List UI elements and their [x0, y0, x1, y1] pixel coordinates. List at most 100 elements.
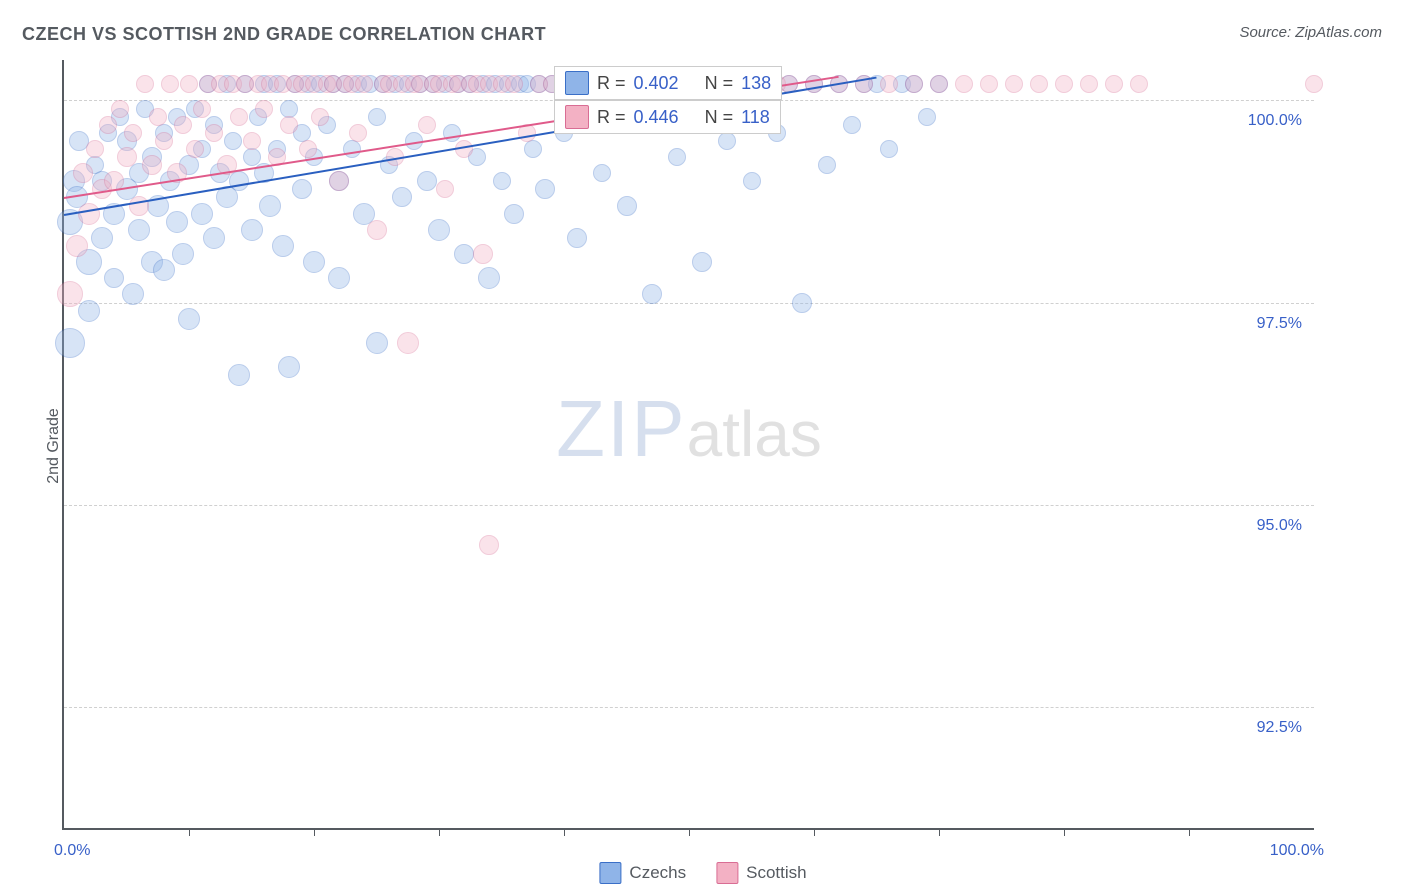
scatter-point	[535, 179, 555, 199]
scatter-point	[122, 283, 144, 305]
stat-swatch	[565, 71, 589, 95]
scatter-point	[668, 148, 686, 166]
stat-n-label: N =	[705, 73, 734, 94]
scatter-point	[78, 203, 100, 225]
scatter-point	[228, 364, 250, 386]
scatter-point	[505, 75, 523, 93]
scatter-point	[243, 132, 261, 150]
scatter-point	[980, 75, 998, 93]
scatter-point	[718, 132, 736, 150]
gridline	[64, 505, 1314, 506]
scatter-point	[368, 108, 386, 126]
x-tick	[564, 828, 565, 836]
stat-n-value: 138	[741, 73, 771, 94]
scatter-point	[397, 332, 419, 354]
legend-label: Czechs	[629, 863, 686, 883]
scatter-point	[504, 204, 524, 224]
scatter-point	[142, 155, 162, 175]
scatter-point	[692, 252, 712, 272]
scatter-point	[792, 293, 812, 313]
x-tick	[939, 828, 940, 836]
scatter-point	[355, 75, 373, 93]
stat-n-value: 118	[741, 107, 770, 128]
scatter-point	[73, 163, 93, 183]
scatter-point	[328, 267, 350, 289]
scatter-point	[153, 259, 175, 281]
scatter-point	[166, 211, 188, 233]
x-tick	[314, 828, 315, 836]
scatter-point	[473, 244, 493, 264]
scatter-point	[366, 332, 388, 354]
scatter-point	[174, 116, 192, 134]
scatter-point	[193, 100, 211, 118]
stat-r-label: R =	[597, 107, 626, 128]
stat-r-label: R =	[597, 73, 626, 94]
scatter-point	[155, 132, 173, 150]
gridline	[64, 303, 1314, 304]
scatter-point	[124, 124, 142, 142]
scatter-point	[172, 243, 194, 265]
stat-r-value: 0.446	[634, 107, 679, 128]
scatter-point	[78, 300, 100, 322]
scatter-point	[136, 75, 154, 93]
scatter-point	[743, 172, 761, 190]
scatter-point	[229, 171, 249, 191]
scatter-point	[311, 108, 329, 126]
scatter-point	[91, 227, 113, 249]
y-tick-label: 95.0%	[1257, 517, 1302, 535]
stat-swatch	[565, 105, 589, 129]
plot-area: ZIPatlas 92.5%95.0%97.5%100.0%0.0%100.0%…	[62, 60, 1314, 830]
x-tick	[814, 828, 815, 836]
scatter-point	[66, 235, 88, 257]
legend-item: Czechs	[599, 862, 686, 884]
scatter-point	[418, 116, 436, 134]
chart-container: CZECH VS SCOTTISH 2ND GRADE CORRELATION …	[0, 0, 1406, 892]
scatter-point	[955, 75, 973, 93]
legend: Czechs Scottish	[599, 862, 806, 884]
watermark-bold: ZIP	[556, 384, 686, 473]
y-tick-label: 92.5%	[1257, 719, 1302, 737]
scatter-point	[149, 108, 167, 126]
scatter-point	[111, 100, 129, 118]
scatter-point	[1055, 75, 1073, 93]
y-tick-label: 97.5%	[1257, 315, 1302, 333]
scatter-point	[57, 281, 83, 307]
scatter-point	[99, 116, 117, 134]
scatter-point	[191, 203, 213, 225]
scatter-point	[178, 308, 200, 330]
scatter-point	[303, 251, 325, 273]
scatter-point	[161, 75, 179, 93]
scatter-point	[86, 140, 104, 158]
scatter-point	[428, 219, 450, 241]
x-tick	[1189, 828, 1190, 836]
scatter-point	[129, 196, 149, 216]
scatter-point	[1080, 75, 1098, 93]
scatter-point	[1030, 75, 1048, 93]
scatter-point	[117, 147, 137, 167]
y-axis-label: 2nd Grade	[45, 408, 63, 484]
scatter-point	[880, 140, 898, 158]
scatter-point	[880, 75, 898, 93]
gridline	[64, 707, 1314, 708]
x-tick-label: 0.0%	[54, 842, 90, 860]
scatter-point	[1105, 75, 1123, 93]
scatter-point	[259, 195, 281, 217]
scatter-point	[567, 228, 587, 248]
scatter-point	[278, 356, 300, 378]
scatter-point	[1005, 75, 1023, 93]
scatter-point	[180, 75, 198, 93]
scatter-point	[230, 108, 248, 126]
scatter-point	[280, 116, 298, 134]
stat-r-value: 0.402	[634, 73, 679, 94]
y-tick-label: 100.0%	[1248, 112, 1302, 130]
legend-label: Scottish	[746, 863, 806, 883]
scatter-point	[255, 100, 273, 118]
scatter-point	[205, 124, 223, 142]
chart-title: CZECH VS SCOTTISH 2ND GRADE CORRELATION …	[22, 24, 546, 45]
x-tick	[1064, 828, 1065, 836]
scatter-point	[203, 227, 225, 249]
scatter-point	[55, 328, 85, 358]
scatter-point	[642, 284, 662, 304]
scatter-point	[818, 156, 836, 174]
watermark-rest: atlas	[687, 398, 822, 470]
